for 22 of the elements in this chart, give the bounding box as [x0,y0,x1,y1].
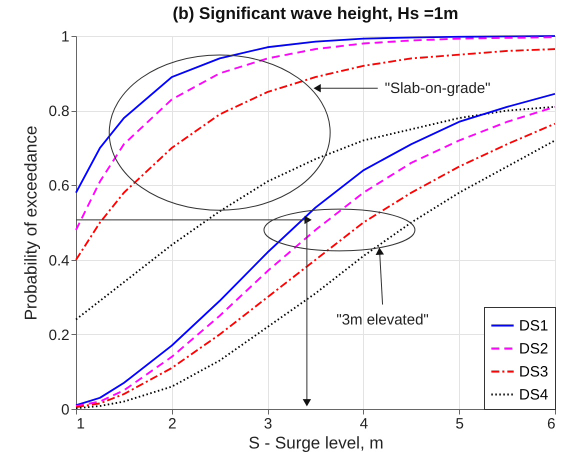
legend-label: DS2 [519,340,548,358]
annotation: "3m elevated" [336,312,429,329]
y-tick-label: 1 [61,28,70,46]
y-tick-label: 0.2 [48,326,70,344]
x-tick-label: 5 [456,416,464,432]
x-tick-label: 3 [264,416,272,432]
x-axis-title: S - Surge level, m [248,434,384,452]
legend-label: DS1 [519,318,548,334]
x-tick-label: 4 [360,416,368,432]
chart-title: (b) Significant wave height, Hs =1m [172,4,458,23]
legend-label: DS4 [519,386,548,404]
x-tick-label: 6 [547,416,556,432]
y-tick-label: 0.4 [48,252,70,270]
y-axis-title: Probability of exceedance [22,126,41,320]
y-tick-label: 0 [61,402,70,418]
legend-label: DS3 [519,364,548,380]
line-series [75,48,556,261]
x-tick-label: 1 [76,416,85,432]
y-tick-label: 0.8 [48,103,70,120]
x-tick-label: 2 [168,416,176,432]
y-tick-label: 0.6 [48,178,70,195]
annotation: "Slab-on-grade" [384,80,490,98]
